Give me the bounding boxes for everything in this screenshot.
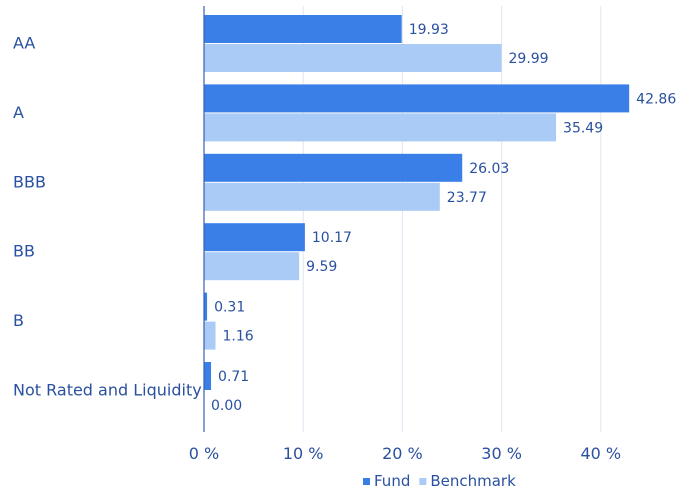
data-label-fund: 10.17: [312, 230, 352, 246]
category-label: A: [13, 103, 24, 122]
data-label-fund: 19.93: [409, 22, 449, 38]
data-label-fund: 0.31: [214, 300, 245, 316]
data-label-fund: 0.71: [218, 369, 249, 385]
x-tick-label: 40 %: [580, 444, 621, 463]
bar-benchmark-2: [204, 182, 440, 211]
legend-swatch-benchmark: [419, 478, 427, 485]
category-label: AA: [13, 34, 35, 53]
data-label-benchmark: 23.77: [447, 190, 487, 206]
data-label-benchmark: 35.49: [563, 120, 603, 136]
data-label-benchmark: 9.59: [306, 259, 337, 275]
x-tick-label: 20 %: [382, 444, 423, 463]
bar-fund-2: [204, 153, 463, 182]
category-label: BB: [13, 242, 35, 261]
bar-fund-5: [204, 362, 212, 390]
bar-benchmark-3: [204, 252, 300, 281]
bar-fund-3: [204, 223, 305, 252]
data-labels: 19.93 29.99 42.86 35.49 26.03 23.77 10.17 9.59 0…: [211, 22, 676, 414]
data-label-fund: 42.86: [636, 91, 676, 107]
data-label-benchmark: 0.00: [211, 398, 242, 414]
data-label-benchmark: 1.16: [223, 329, 254, 345]
x-axis-ticks: 0 % 10 % 20 % 30 % 40 %: [189, 444, 621, 463]
bar-fund-4: [204, 292, 208, 321]
bar-benchmark-4: [204, 321, 216, 350]
data-label-benchmark: 29.99: [509, 51, 549, 67]
bars: [204, 15, 630, 390]
legend: Fund Benchmark: [363, 472, 516, 490]
data-label-fund: 26.03: [469, 161, 509, 177]
bar-benchmark-1: [204, 113, 557, 142]
x-tick-label: 30 %: [481, 444, 522, 463]
bar-fund-1: [204, 84, 630, 113]
category-label: Not Rated and Liquidity: [13, 381, 202, 400]
grid-lines: [302, 6, 602, 432]
x-tick-label: 0 %: [189, 444, 219, 463]
x-tick-label: 10 %: [283, 444, 324, 463]
bar-benchmark-0: [204, 44, 502, 72]
legend-label-fund: Fund: [374, 472, 410, 490]
category-label: B: [13, 311, 24, 330]
bar-fund-0: [204, 15, 402, 43]
legend-label-benchmark: Benchmark: [430, 472, 516, 490]
category-label: BBB: [13, 172, 46, 191]
legend-swatch-fund: [363, 478, 370, 485]
